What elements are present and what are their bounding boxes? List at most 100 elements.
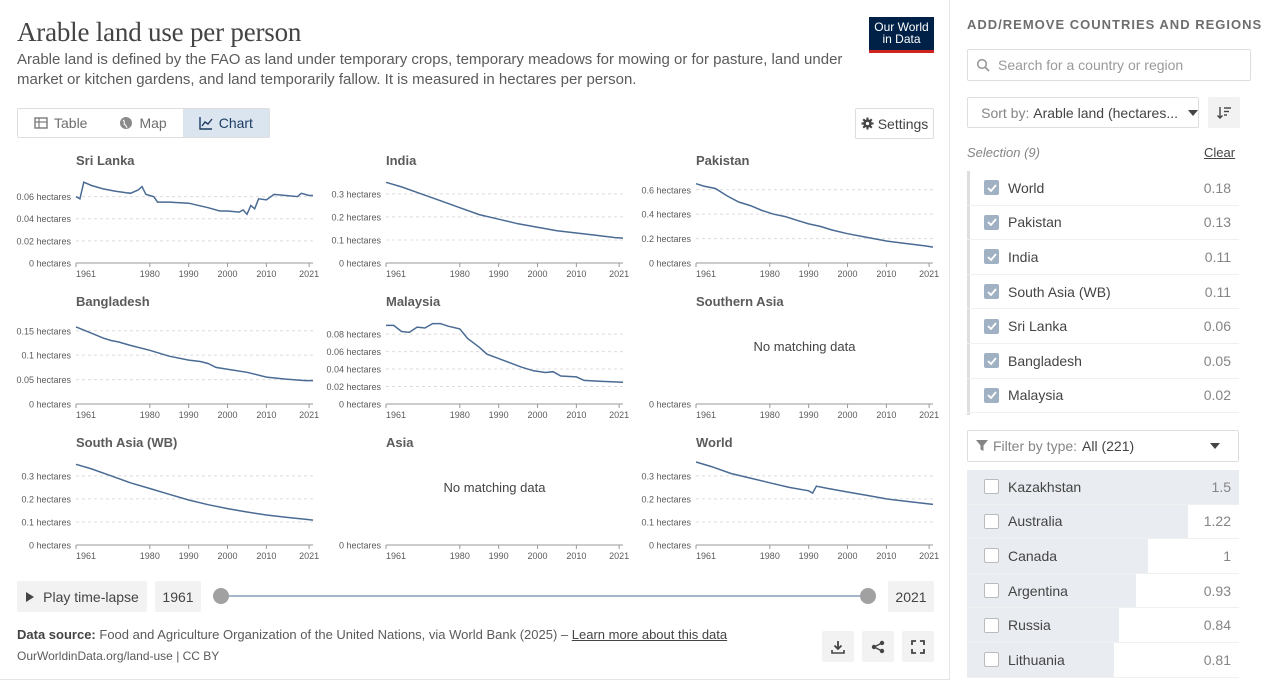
- y-tick-label: 0 hectares: [649, 259, 692, 269]
- filter-label: Filter by type:: [993, 438, 1078, 454]
- panel-title: Malaysia: [386, 294, 441, 309]
- checkbox-checked[interactable]: [984, 180, 999, 196]
- x-tick-label: 2021: [919, 410, 939, 420]
- y-tick-label: 0 hectares: [29, 541, 72, 551]
- entity-selector-panel: ADD/REMOVE COUNTRIES AND REGIONS Search …: [951, 0, 1268, 680]
- series-line: [75, 326, 313, 382]
- x-tick-label: 2021: [609, 551, 629, 561]
- available-entity-row[interactable]: Argentina 0.93: [967, 573, 1239, 609]
- x-tick-label: 1961: [76, 410, 96, 420]
- panel-title: Asia: [386, 435, 414, 450]
- panel-title: India: [386, 153, 417, 168]
- tab-map[interactable]: Map: [103, 109, 182, 137]
- series-line: [695, 461, 934, 506]
- x-tick-label: 2000: [528, 551, 548, 561]
- entity-name: Malaysia: [1008, 387, 1064, 404]
- checkmark-icon: [986, 322, 997, 331]
- checkbox-checked[interactable]: [984, 214, 999, 230]
- value-bar: [967, 470, 1239, 504]
- available-entity-row[interactable]: Russia 0.84: [967, 608, 1239, 643]
- selected-entity-row[interactable]: Pakistan 0.13: [967, 206, 1239, 241]
- checkbox-checked[interactable]: [984, 353, 999, 369]
- checkmark-icon: [986, 253, 997, 261]
- y-tick-label: 0.02 hectares: [16, 236, 71, 246]
- available-entity-row[interactable]: Kazakhstan 1.5: [967, 470, 1239, 505]
- checkbox-checked[interactable]: [984, 249, 999, 265]
- checkbox-unchecked[interactable]: [984, 617, 999, 633]
- clear-selection-button[interactable]: Clear: [1204, 145, 1236, 160]
- selected-entity-row[interactable]: World 0.18: [967, 171, 1239, 206]
- x-tick-label: 1980: [140, 551, 160, 561]
- series-line: [386, 322, 624, 383]
- sort-order-button[interactable]: [1208, 97, 1240, 128]
- checkmark-icon: [986, 391, 997, 400]
- checkbox-checked[interactable]: [984, 284, 999, 300]
- selected-entity-row[interactable]: Sri Lanka 0.06: [967, 309, 1239, 344]
- x-tick-label: 1990: [179, 551, 199, 561]
- start-year-box[interactable]: 1961: [155, 581, 201, 612]
- y-tick-label: 0.06 hectares: [16, 192, 71, 202]
- entity-value: 0.93: [1203, 582, 1231, 599]
- download-icon: [831, 640, 845, 654]
- search-input[interactable]: Search for a country or region: [967, 49, 1251, 81]
- x-tick-label: 2000: [838, 269, 858, 279]
- end-year-box[interactable]: 2021: [888, 581, 934, 612]
- x-tick-label: 1980: [140, 269, 160, 279]
- x-tick-label: 2010: [566, 269, 586, 279]
- entity-value: 0.13: [1203, 214, 1231, 231]
- x-tick-label: 1990: [179, 269, 199, 279]
- fullscreen-button[interactable]: [902, 631, 934, 662]
- play-timelapse-button[interactable]: Play time-lapse: [17, 581, 147, 612]
- sort-value: Arable land (hectares...: [1033, 104, 1178, 121]
- checkbox-checked[interactable]: [984, 387, 999, 403]
- y-tick-label: 0.1 hectares: [21, 351, 71, 361]
- checkbox-unchecked[interactable]: [984, 652, 999, 668]
- share-button[interactable]: [862, 631, 894, 662]
- x-tick-label: 1980: [760, 269, 780, 279]
- logo-line-2: in Data: [882, 32, 921, 46]
- y-tick-label: 0 hectares: [339, 400, 382, 410]
- x-tick-label: 2000: [218, 269, 238, 279]
- entity-value: 0.11: [1204, 283, 1231, 300]
- available-entity-row[interactable]: Canada 1: [967, 539, 1239, 574]
- y-tick-label: 0.6 hectares: [641, 185, 691, 195]
- play-label: Play time-lapse: [43, 588, 139, 605]
- entity-value: 0.02: [1203, 387, 1231, 404]
- checkbox-unchecked[interactable]: [984, 513, 999, 529]
- y-tick-label: 0.06 hectares: [326, 347, 381, 357]
- filter-dropdown[interactable]: Filter by type: All (221): [967, 430, 1239, 462]
- checkbox-unchecked[interactable]: [984, 583, 999, 599]
- x-tick-label: 2010: [876, 269, 896, 279]
- entity-value: 1.5: [1211, 478, 1231, 495]
- entity-value: 0.18: [1203, 179, 1231, 196]
- tab-chart[interactable]: Chart: [182, 109, 269, 137]
- checkbox-unchecked[interactable]: [984, 548, 999, 564]
- timeline-start-handle[interactable]: [213, 588, 229, 604]
- owid-logo[interactable]: Our World in Data: [869, 17, 934, 53]
- selected-entity-row[interactable]: Bangladesh 0.05: [967, 344, 1239, 379]
- entity-name: Pakistan: [1008, 214, 1062, 231]
- selection-edge: [967, 171, 970, 415]
- selected-entity-row[interactable]: Malaysia 0.02: [967, 379, 1239, 414]
- checkbox-unchecked[interactable]: [984, 479, 999, 495]
- learn-more-link[interactable]: Learn more about this data: [571, 627, 728, 642]
- x-tick-label: 2010: [256, 410, 276, 420]
- selected-entity-row[interactable]: India 0.11: [967, 240, 1239, 275]
- sort-dropdown[interactable]: Sort by: Arable land (hectares...: [967, 97, 1199, 128]
- timeline-slider-track[interactable]: [221, 595, 868, 597]
- available-entity-row[interactable]: Australia 1.22: [967, 504, 1239, 540]
- entity-value: 0.11: [1204, 248, 1231, 265]
- tab-table[interactable]: Table: [18, 109, 103, 137]
- x-tick-label: 1961: [76, 269, 96, 279]
- checkbox-checked[interactable]: [984, 318, 999, 334]
- entity-name: Russia: [1008, 617, 1051, 634]
- y-tick-label: 0.1 hectares: [331, 235, 381, 245]
- timeline-end-handle[interactable]: [860, 588, 876, 604]
- available-entity-row[interactable]: Lithuania 0.81: [967, 642, 1239, 678]
- source-text: Food and Agriculture Organization of the…: [99, 627, 569, 642]
- checkmark-icon: [986, 184, 997, 192]
- download-button[interactable]: [822, 631, 854, 662]
- y-tick-label: 0 hectares: [649, 400, 692, 410]
- settings-button[interactable]: Settings: [855, 108, 934, 139]
- selected-entity-row[interactable]: South Asia (WB) 0.11: [967, 275, 1239, 310]
